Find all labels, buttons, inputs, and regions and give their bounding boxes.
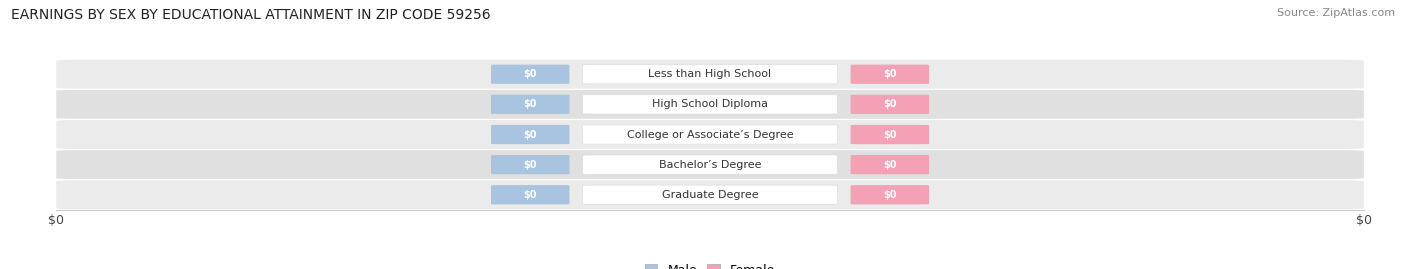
Text: EARNINGS BY SEX BY EDUCATIONAL ATTAINMENT IN ZIP CODE 59256: EARNINGS BY SEX BY EDUCATIONAL ATTAINMEN… bbox=[11, 8, 491, 22]
FancyBboxPatch shape bbox=[56, 180, 1364, 209]
FancyBboxPatch shape bbox=[491, 155, 569, 174]
FancyBboxPatch shape bbox=[582, 65, 838, 84]
FancyBboxPatch shape bbox=[851, 155, 929, 174]
FancyBboxPatch shape bbox=[491, 95, 569, 114]
Text: $0: $0 bbox=[883, 99, 897, 109]
FancyBboxPatch shape bbox=[56, 90, 1364, 119]
Text: $0: $0 bbox=[523, 69, 537, 79]
FancyBboxPatch shape bbox=[851, 95, 929, 114]
FancyBboxPatch shape bbox=[851, 65, 929, 84]
Text: $0: $0 bbox=[883, 129, 897, 140]
Text: $0: $0 bbox=[883, 190, 897, 200]
Text: $0: $0 bbox=[883, 69, 897, 79]
FancyBboxPatch shape bbox=[491, 185, 569, 204]
FancyBboxPatch shape bbox=[582, 95, 838, 114]
FancyBboxPatch shape bbox=[491, 125, 569, 144]
FancyBboxPatch shape bbox=[582, 185, 838, 204]
Text: $0: $0 bbox=[523, 129, 537, 140]
Text: Bachelor’s Degree: Bachelor’s Degree bbox=[659, 160, 761, 170]
FancyBboxPatch shape bbox=[491, 65, 569, 84]
FancyBboxPatch shape bbox=[56, 150, 1364, 179]
FancyBboxPatch shape bbox=[56, 60, 1364, 89]
Text: Less than High School: Less than High School bbox=[648, 69, 772, 79]
Text: Graduate Degree: Graduate Degree bbox=[662, 190, 758, 200]
FancyBboxPatch shape bbox=[851, 185, 929, 204]
Text: $0: $0 bbox=[523, 99, 537, 109]
Legend: Male, Female: Male, Female bbox=[640, 259, 780, 269]
Text: $0: $0 bbox=[523, 160, 537, 170]
FancyBboxPatch shape bbox=[851, 125, 929, 144]
Text: High School Diploma: High School Diploma bbox=[652, 99, 768, 109]
FancyBboxPatch shape bbox=[582, 155, 838, 174]
Text: $0: $0 bbox=[523, 190, 537, 200]
Text: College or Associate’s Degree: College or Associate’s Degree bbox=[627, 129, 793, 140]
Text: $0: $0 bbox=[883, 160, 897, 170]
Text: Source: ZipAtlas.com: Source: ZipAtlas.com bbox=[1277, 8, 1395, 18]
FancyBboxPatch shape bbox=[582, 125, 838, 144]
FancyBboxPatch shape bbox=[56, 120, 1364, 149]
